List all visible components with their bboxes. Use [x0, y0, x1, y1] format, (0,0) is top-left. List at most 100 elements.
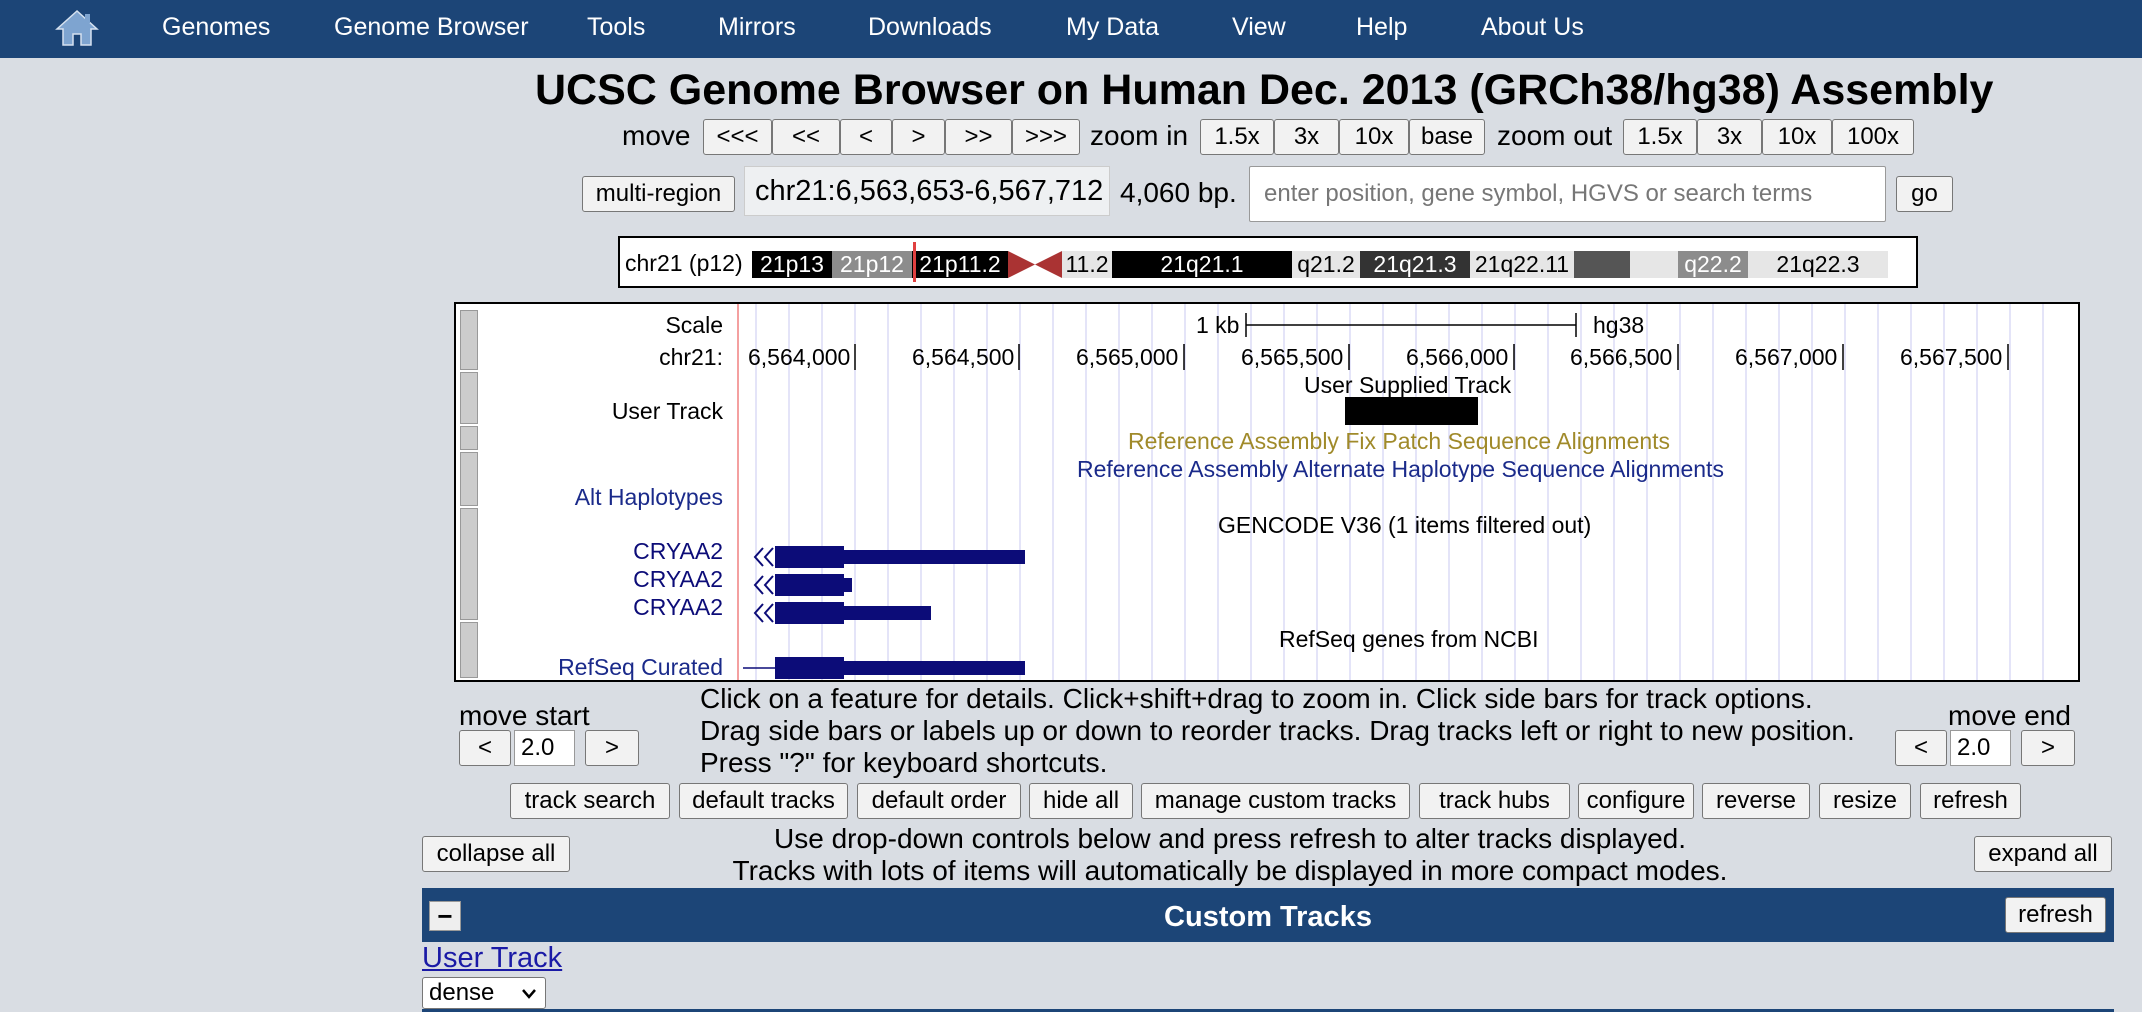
custom-tracks-refresh-button[interactable]: refresh [2005, 897, 2106, 933]
sidebar-refseq[interactable] [460, 622, 478, 678]
collapse-group-minus-button[interactable]: − [429, 901, 461, 931]
ruler-tick-label: 6,567,500 [1900, 344, 2003, 370]
move-end-right-button[interactable]: > [2021, 730, 2075, 766]
band-21q22-13 [1630, 251, 1678, 278]
alt-haplotypes-label[interactable]: Alt Haplotypes [574, 484, 723, 510]
position-display: chr21:6,563,653-6,567,712 [744, 166, 1110, 216]
band-21p11-2: 21p11.2 [912, 251, 1008, 278]
custom-tracks-header: − Custom Tracks refresh [422, 888, 2114, 942]
zoom-out-3x-button[interactable]: 3x [1697, 119, 1762, 155]
nav-mirrors[interactable]: Mirrors [718, 13, 796, 41]
move-end-label: move end [1948, 700, 2071, 731]
zoom-out-1-5x-button[interactable]: 1.5x [1623, 119, 1697, 155]
ruler-ticks [854, 344, 2009, 370]
configure-button[interactable]: configure [1578, 783, 1694, 819]
ruler-tick-label: 6,566,000 [1406, 344, 1509, 370]
reverse-button[interactable]: reverse [1702, 783, 1810, 819]
zoom-out-label: zoom out [1497, 120, 1613, 151]
band-21q21-3: 21q21.3 [1360, 251, 1470, 278]
user-track-label[interactable]: User Track [611, 398, 723, 424]
track-image-panel[interactable]: Scale chr21: 1 kb hg38 6,564,000 6,564,5… [454, 302, 2080, 682]
refseq-label[interactable]: RefSeq Curated [558, 654, 723, 680]
scale-bar-text: 1 kb [1196, 312, 1240, 338]
user-track-link[interactable]: User Track [422, 942, 563, 974]
sidebar-fix-patch[interactable] [460, 426, 478, 450]
manage-custom-tracks-button[interactable]: manage custom tracks [1141, 783, 1410, 819]
fix-patch-title: Reference Assembly Fix Patch Sequence Al… [1128, 428, 1671, 454]
assembly-label: hg38 [1593, 312, 1645, 338]
collapse-all-button[interactable]: collapse all [422, 836, 570, 872]
gencode-gene-label[interactable]: CRYAA2 [633, 566, 723, 592]
position-search-input[interactable]: enter position, gene symbol, HGVS or sea… [1249, 166, 1886, 222]
refresh-button[interactable]: refresh [1920, 783, 2021, 819]
next-group-header-edge [422, 1009, 2114, 1012]
chromosome-ideogram[interactable]: chr21 (p12) 21p13 21p12 21p11.2 11.2 21q… [618, 236, 1918, 288]
band-21q22-11: 21q22.11 [1470, 251, 1574, 278]
chevron-down-icon [522, 989, 536, 999]
nav-tools[interactable]: Tools [587, 13, 646, 41]
sidebar-gencode[interactable] [460, 508, 478, 620]
move-left-more-button[interactable]: << [772, 119, 840, 155]
track-hubs-button[interactable]: track hubs [1419, 783, 1570, 819]
zoom-in-10x-button[interactable]: 10x [1339, 119, 1409, 155]
zoom-in-1-5x-button[interactable]: 1.5x [1200, 119, 1274, 155]
band-21p13: 21p13 [752, 251, 832, 278]
user-track-visibility-select[interactable]: dense [422, 977, 546, 1009]
ideogram-chrom-label: chr21 (p12) [625, 250, 743, 276]
sidebar-user-track[interactable] [460, 372, 478, 424]
move-start-left-button[interactable]: < [459, 730, 511, 766]
move-start-right-button[interactable]: > [585, 730, 639, 766]
move-left-far-button[interactable]: <<< [703, 119, 772, 155]
default-tracks-button[interactable]: default tracks [679, 783, 848, 819]
ruler-tick-label: 6,567,000 [1735, 344, 1838, 370]
visibility-value: dense [429, 979, 495, 1006]
gencode-gene-label[interactable]: CRYAA2 [633, 594, 723, 620]
refresh-note-line2: Tracks with lots of items will automatic… [732, 855, 1728, 886]
refseq-title: RefSeq genes from NCBI [1279, 626, 1539, 652]
go-button[interactable]: go [1896, 176, 1953, 212]
default-order-button[interactable]: default order [857, 783, 1021, 819]
zoom-out-10x-button[interactable]: 10x [1762, 119, 1832, 155]
nav-view[interactable]: View [1232, 13, 1286, 41]
gencode-gene-label[interactable]: CRYAA2 [633, 538, 723, 564]
page-title: UCSC Genome Browser on Human Dec. 2013 (… [535, 66, 1994, 114]
sidebar-ruler[interactable] [460, 310, 478, 370]
ruler-tick-label: 6,564,000 [748, 344, 851, 370]
alt-haplotypes-title: Reference Assembly Alternate Haplotype S… [1077, 456, 1724, 482]
move-label: move [622, 120, 691, 151]
zoom-in-label: zoom in [1090, 120, 1189, 151]
move-end-input[interactable]: 2.0 [1950, 730, 2011, 766]
centromere-marker [1008, 251, 1062, 278]
move-end-left-button[interactable]: < [1895, 730, 1947, 766]
nav-help[interactable]: Help [1356, 13, 1408, 41]
move-right-far-button[interactable]: >>> [1012, 119, 1080, 155]
expand-all-button[interactable]: expand all [1974, 836, 2112, 872]
home-icon[interactable] [54, 8, 100, 48]
nav-downloads[interactable]: Downloads [868, 13, 992, 41]
gencode-title: GENCODE V36 (1 items filtered out) [1218, 512, 1592, 538]
multi-region-button[interactable]: multi-region [582, 176, 735, 212]
ruler-tick-label: 6,564,500 [912, 344, 1015, 370]
gene-models[interactable] [456, 304, 2080, 682]
bp-size-label: 4,060 bp. [1120, 177, 1237, 208]
move-left-button[interactable]: < [840, 119, 892, 155]
resize-button[interactable]: resize [1819, 783, 1911, 819]
custom-tracks-title: Custom Tracks [1164, 901, 1372, 933]
zoom-out-100x-button[interactable]: 100x [1832, 119, 1914, 155]
top-nav-bar: Genomes Genome Browser Tools Mirrors Dow… [0, 0, 2142, 58]
nav-about-us[interactable]: About Us [1481, 13, 1584, 41]
move-start-input[interactable]: 2.0 [514, 730, 575, 766]
nav-genomes[interactable]: Genomes [162, 13, 271, 41]
ruler-tick-label: 6,565,000 [1076, 344, 1179, 370]
zoom-base-button[interactable]: base [1409, 119, 1485, 155]
sidebar-alt-haplotypes[interactable] [460, 452, 478, 506]
move-right-button[interactable]: > [892, 119, 945, 155]
nav-my-data[interactable]: My Data [1066, 13, 1160, 41]
nav-genome-browser[interactable]: Genome Browser [334, 13, 529, 41]
band-21q22-12 [1574, 251, 1630, 278]
track-search-button[interactable]: track search [510, 783, 670, 819]
move-right-more-button[interactable]: >> [945, 119, 1012, 155]
zoom-in-3x-button[interactable]: 3x [1274, 119, 1339, 155]
hide-all-button[interactable]: hide all [1029, 783, 1133, 819]
user-track-feature[interactable] [1345, 397, 1478, 425]
